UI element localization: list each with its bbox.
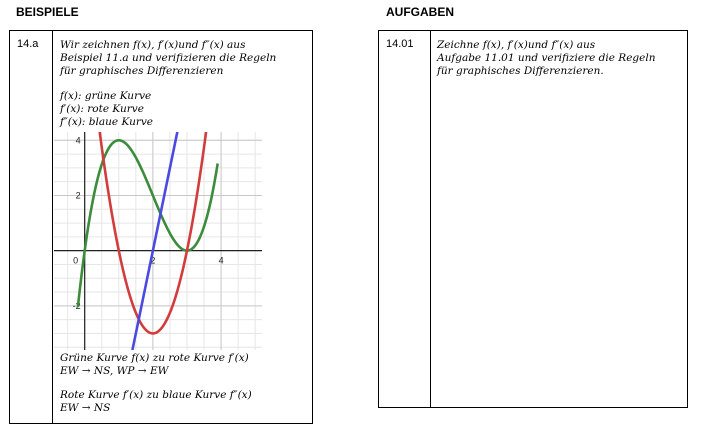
x-tick-label: 4 — [219, 256, 224, 266]
aufgabe-box: 14.01 Zeichne f(x), f′(x)und f″(x) aus A… — [378, 30, 688, 408]
intro-line-3: für graphisches Differenzieren — [60, 65, 224, 77]
y-tick-label: 2 — [76, 190, 81, 200]
curve-f-green — [76, 138, 219, 308]
beispiel-number-column: 14.a — [10, 31, 53, 423]
intro-line-1: Wir zeichnen f(x), f′(x)und f″(x) aus — [60, 39, 246, 51]
legend-blue: f″(x): blaue Kurve — [60, 116, 153, 128]
legend-red: f′(x): rote Kurve — [60, 103, 144, 115]
legend-green: f(x): grüne Kurve — [60, 90, 152, 102]
y-tick-label: -2 — [73, 301, 81, 311]
beispiele-heading: BEISPIELE — [16, 5, 79, 19]
task-line-1: Zeichne f(x), f′(x)und f″(x) aus — [437, 39, 596, 51]
aufgabe-number-column: 14.01 — [379, 31, 431, 407]
rule2-line-1: Rote Kurve f′(x) zu blaue Kurve f″(x) — [60, 389, 252, 401]
curves — [76, 132, 219, 350]
curve-f-double-prime-blue — [131, 132, 179, 350]
rule2-line-2: EW → NS — [60, 402, 111, 414]
y-tick-label: 4 — [76, 135, 81, 145]
function-graph: 0 2 4 4 2 -2 — [54, 132, 262, 350]
task-line-2: Aufgabe 11.01 und verifiziere die Regeln — [437, 52, 656, 64]
aufgabe-number: 14.01 — [386, 38, 414, 50]
rule1-line-1: Grüne Kurve f(x) zu rote Kurve f′(x) — [60, 352, 249, 364]
x-tick-label: 2 — [150, 256, 155, 266]
task-line-3: für graphisches Differenzieren. — [437, 65, 604, 77]
intro-line-2: Beispiel 11.a und verifizieren die Regel… — [60, 52, 277, 64]
curve-f-prime-red — [98, 132, 208, 335]
rule1-line-2: EW → NS, WP → EW — [60, 365, 169, 377]
aufgaben-heading: AUFGABEN — [386, 5, 454, 19]
beispiel-box: 14.a Wir zeichnen f(x), f′(x)und f″(x) a… — [9, 30, 313, 424]
x-tick-label: 0 — [73, 256, 78, 266]
beispiel-number: 14.a — [17, 38, 39, 50]
